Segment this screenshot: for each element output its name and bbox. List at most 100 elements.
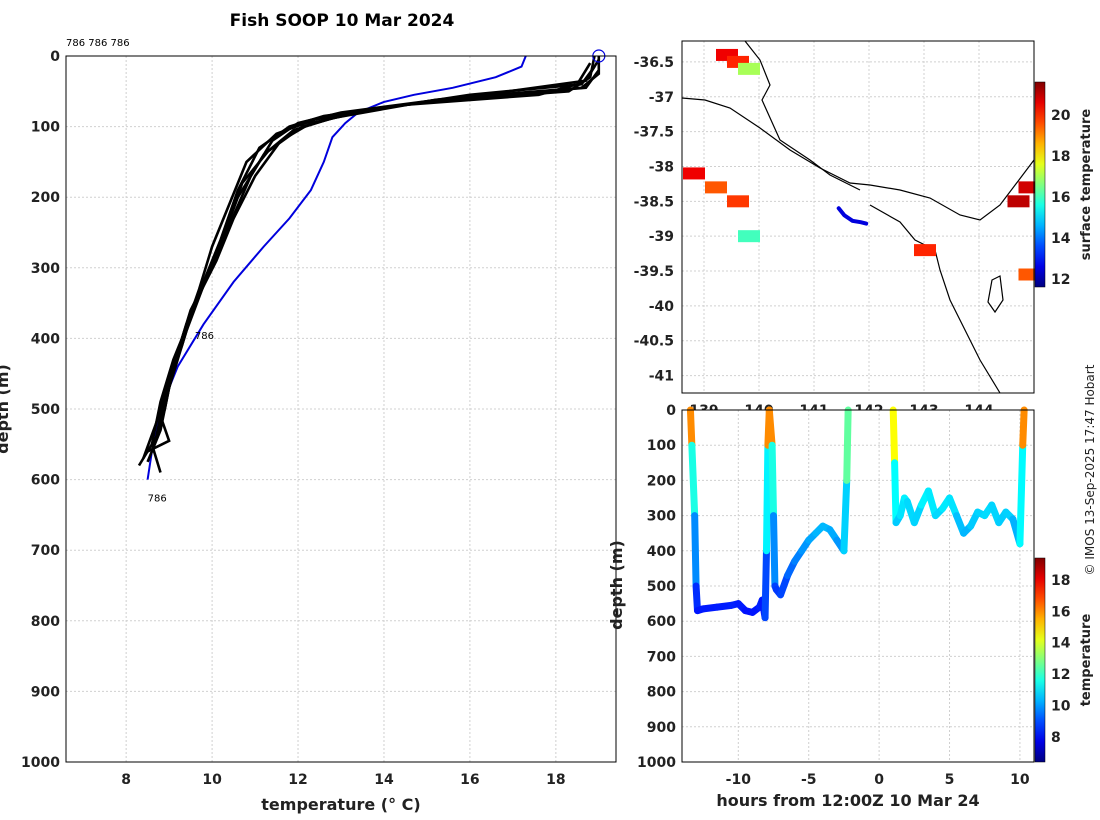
island-outline: [987, 275, 1004, 314]
section-track-segment: [891, 459, 900, 527]
sst-patch: [738, 230, 760, 243]
section-x-tick-label: 5: [945, 772, 955, 788]
x-tick-label: 8: [121, 772, 131, 788]
section-track-segment: [840, 476, 851, 555]
colorbar-tick-label: 18: [1051, 149, 1070, 165]
y-tick-label: 100: [31, 120, 60, 136]
coastline: [869, 204, 1001, 394]
colorbar-tick-label: 20: [1051, 108, 1071, 124]
map-y-tick-label: -40.5: [634, 334, 674, 350]
map-panel: 139140141142143144-36.5-37-37.5-38-38.5-…: [634, 40, 1094, 419]
section-y-tick-label: 500: [647, 579, 676, 595]
colorbar-tick-label: 18: [1051, 573, 1070, 589]
section-track-segment: [770, 512, 779, 590]
profile-panel: 8 10 12 14 16 18 0 100 200 300 400 500 600 700 800 900 1…: [0, 38, 617, 814]
y-tick-label: 400: [31, 331, 60, 347]
section-x-axis-label: hours from 12:00Z 10 Mar 24: [716, 791, 979, 810]
x-tick-label: 14: [374, 772, 394, 788]
y-tick-label: 800: [31, 614, 60, 630]
section-track-segment: [688, 441, 699, 520]
map-y-tick-label: -40: [649, 299, 675, 315]
section-frame: [681, 409, 1035, 763]
sst-patch: [914, 244, 936, 257]
sst-patch: [683, 167, 705, 180]
map-y-tick-label: -38: [649, 159, 674, 175]
y-tick-label: 500: [31, 402, 60, 418]
y-tick-label: 0: [50, 49, 60, 65]
sst-patch: [1007, 195, 1030, 208]
map-y-tick-label: -39.5: [634, 264, 674, 280]
coastline: [681, 97, 1035, 221]
y-tick-label: 1000: [21, 755, 60, 771]
colorbar-tick-label: 14: [1051, 231, 1071, 247]
section-track-segment: [765, 406, 776, 449]
section-track-segment: [1016, 441, 1027, 548]
annotation: 786: [195, 331, 214, 342]
section-track-segment: [843, 406, 852, 484]
chart-title: Fish SOOP 10 Mar 2024: [230, 11, 455, 31]
y-tick-label: 300: [31, 261, 60, 277]
colorbar-tick-label: 16: [1051, 604, 1070, 620]
colorbar-tick-label: 12: [1051, 272, 1070, 288]
colorbar-label: temperature: [1079, 614, 1094, 707]
y-tick-label: 200: [31, 190, 60, 206]
colorbar: [1034, 81, 1046, 288]
sst-patch: [705, 181, 727, 194]
sst-patch: [738, 62, 760, 75]
colorbar: [1034, 557, 1046, 763]
colorbar-tick-label: 8: [1051, 730, 1061, 746]
x-tick-label: 18: [546, 772, 565, 788]
map-y-tick-label: -41: [649, 369, 674, 385]
annotation: 786: [148, 493, 167, 504]
section-y-tick-label: 300: [647, 509, 676, 525]
sst-patch: [727, 55, 749, 68]
x-tick-label: 16: [460, 772, 479, 788]
ship-track: [836, 206, 869, 226]
y-tick-label: 700: [31, 543, 60, 559]
section-track-segment: [691, 512, 700, 590]
plot-frame: [65, 55, 617, 763]
section-panel: -10 -5 0 5 100100200300400500600700800900100…: [607, 403, 1094, 810]
section-track-segment: [761, 547, 770, 622]
section-y-tick-label: 200: [647, 473, 676, 489]
section-y-tick-label: 0: [666, 403, 676, 419]
map-area: [682, 41, 1034, 393]
section-y-tick-label: 600: [647, 614, 676, 630]
colorbar-label: surface temperature: [1079, 109, 1094, 261]
section-x-tick-label: -10: [726, 772, 752, 788]
section-x-tick-label: -5: [801, 772, 817, 788]
section-track-segment: [686, 406, 696, 449]
section-y-tick-label: 400: [647, 544, 676, 560]
series-line-climatology: [146, 55, 527, 480]
colorbar-tick-label: 14: [1051, 636, 1071, 652]
y-axis-label: depth (m): [0, 364, 12, 454]
section-y-tick-label: 800: [647, 685, 676, 701]
section-track-segment: [768, 441, 778, 520]
section-x-tick-label: 10: [1010, 772, 1030, 788]
x-tick-label: 10: [202, 772, 222, 788]
section-y-tick-label: 700: [647, 649, 676, 665]
series-line-cast-6: [147, 69, 600, 453]
x-tick-label: 12: [288, 772, 307, 788]
sst-patch: [727, 195, 749, 208]
section-y-tick-label: 900: [647, 720, 676, 736]
plot-area: [66, 56, 616, 762]
section-track-segment: [692, 582, 701, 615]
map-y-tick-label: -39: [649, 229, 674, 245]
section-y-axis-label: depth (m): [607, 540, 626, 630]
section-track-segment: [1019, 406, 1028, 449]
section-track-segment: [762, 441, 772, 555]
y-tick-label: 600: [31, 473, 60, 489]
section-x-tick-label: 0: [874, 772, 884, 788]
map-y-tick-label: -37: [649, 90, 674, 106]
map-frame: [681, 40, 1035, 394]
x-axis-label: temperature (° C): [261, 795, 420, 814]
annotation: 786 786 786: [66, 38, 130, 49]
coastline: [744, 40, 861, 191]
section-y-tick-label: 100: [647, 438, 676, 454]
section-y-tick-label: 1000: [637, 755, 676, 771]
section-track-segment: [924, 487, 939, 520]
map-y-tick-label: -36.5: [634, 55, 674, 71]
colorbar-tick-label: 10: [1051, 699, 1071, 715]
